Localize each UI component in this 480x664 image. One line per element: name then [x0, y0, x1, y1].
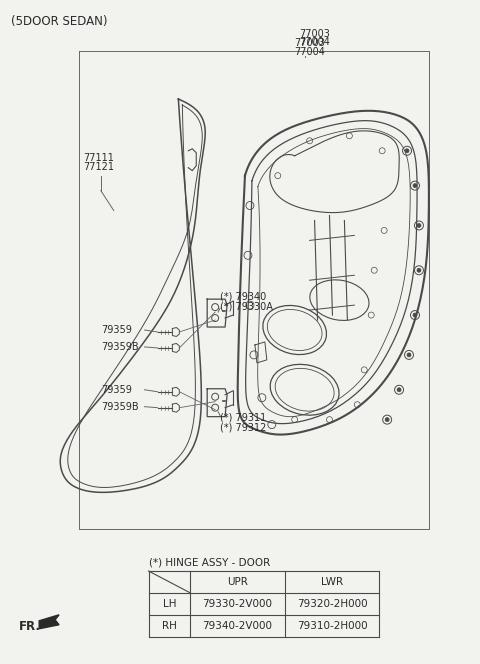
- Text: 77004: 77004: [295, 47, 325, 57]
- Text: (*) 79311: (*) 79311: [220, 412, 266, 423]
- Circle shape: [417, 268, 421, 272]
- Text: 79330-2V000: 79330-2V000: [203, 599, 273, 609]
- Polygon shape: [39, 615, 59, 629]
- Text: UPR: UPR: [227, 577, 248, 587]
- Text: LH: LH: [163, 599, 176, 609]
- Circle shape: [413, 184, 417, 188]
- Text: 77111: 77111: [83, 153, 114, 163]
- Text: (*) HINGE ASSY - DOOR: (*) HINGE ASSY - DOOR: [148, 557, 270, 567]
- Text: 77003: 77003: [300, 29, 331, 39]
- Circle shape: [385, 418, 389, 422]
- Text: RH: RH: [162, 621, 177, 631]
- Text: LWR: LWR: [321, 577, 343, 587]
- Text: 79359B: 79359B: [101, 342, 138, 352]
- Circle shape: [417, 224, 421, 228]
- Text: (*) 79312: (*) 79312: [220, 422, 266, 433]
- Text: 79359B: 79359B: [101, 402, 138, 412]
- Text: 77003: 77003: [295, 39, 325, 48]
- Text: FR.: FR.: [19, 620, 41, 633]
- Text: 79340-2V000: 79340-2V000: [203, 621, 273, 631]
- Text: (*) 79340: (*) 79340: [220, 291, 266, 301]
- Text: 77121: 77121: [83, 161, 114, 172]
- Text: 79359: 79359: [101, 325, 132, 335]
- Circle shape: [397, 388, 401, 392]
- Text: 79359: 79359: [101, 384, 132, 395]
- Text: 79310-2H000: 79310-2H000: [297, 621, 367, 631]
- Text: 77004: 77004: [300, 37, 331, 47]
- Text: (*) 79330A: (*) 79330A: [220, 301, 273, 311]
- Text: (5DOOR SEDAN): (5DOOR SEDAN): [12, 15, 108, 29]
- Circle shape: [407, 353, 411, 357]
- Circle shape: [413, 313, 417, 317]
- Circle shape: [405, 149, 409, 153]
- Text: 79320-2H000: 79320-2H000: [297, 599, 367, 609]
